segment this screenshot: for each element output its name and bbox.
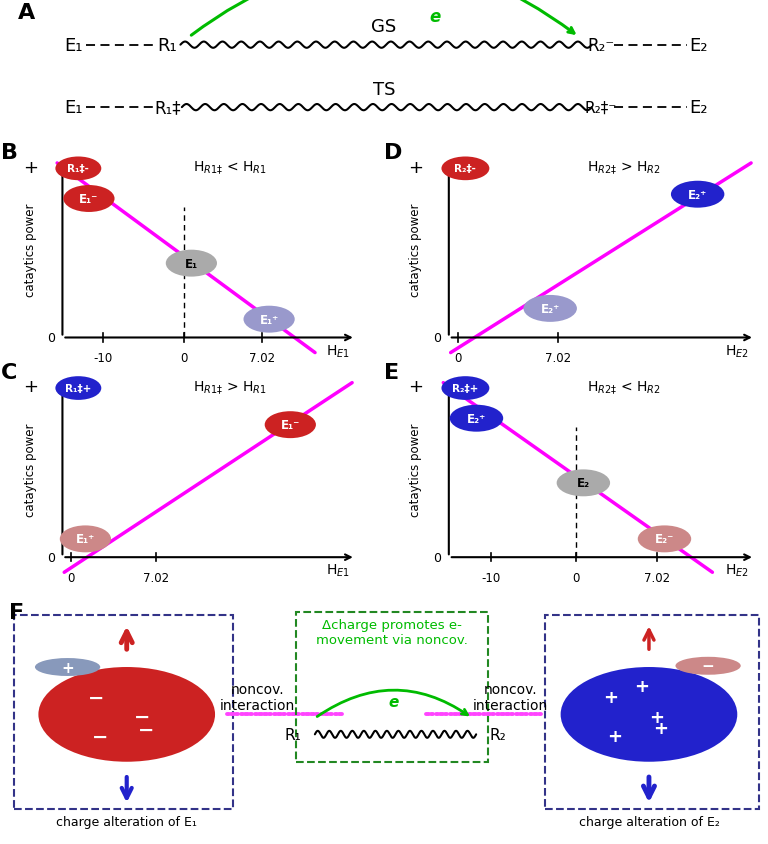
Text: R₁‡: R₁‡ [154, 99, 180, 117]
Text: 0: 0 [572, 571, 580, 585]
Ellipse shape [55, 157, 101, 181]
Text: -10: -10 [482, 571, 501, 585]
Text: H$_{E1}$: H$_{E1}$ [326, 343, 350, 360]
Text: −: − [88, 688, 104, 706]
Text: A: A [18, 3, 35, 23]
Text: E₁⁻: E₁⁻ [280, 419, 300, 431]
Text: E: E [384, 363, 399, 382]
Text: D: D [384, 143, 402, 163]
Text: 7.02: 7.02 [644, 571, 670, 585]
Text: R₂⁻: R₂⁻ [587, 36, 614, 55]
Text: E₂⁺: E₂⁺ [541, 302, 560, 316]
Text: +: + [409, 159, 423, 176]
Text: H$_{R1‡}$ < H$_{R1}$: H$_{R1‡}$ < H$_{R1}$ [194, 160, 267, 176]
Text: E₁: E₁ [65, 99, 83, 117]
Text: 0: 0 [433, 551, 442, 564]
Text: −: − [91, 728, 108, 746]
Text: −: − [137, 720, 154, 739]
Ellipse shape [55, 376, 101, 400]
Text: noncov.
interaction: noncov. interaction [473, 682, 548, 712]
Text: R₂‡-: R₂‡- [455, 164, 476, 174]
Ellipse shape [35, 658, 101, 676]
Text: C: C [1, 363, 17, 382]
Text: E₂⁻: E₂⁻ [655, 533, 674, 546]
Text: +: + [24, 159, 38, 176]
Ellipse shape [265, 412, 316, 439]
Ellipse shape [63, 186, 114, 213]
Text: +: + [409, 378, 423, 396]
Text: E₁⁺: E₁⁺ [76, 533, 95, 546]
Text: E₂: E₂ [577, 477, 590, 490]
Ellipse shape [243, 306, 295, 333]
Text: +: + [649, 708, 664, 726]
Text: 0: 0 [68, 571, 75, 585]
Text: +: + [61, 660, 74, 674]
Text: cataytics power: cataytics power [409, 203, 422, 296]
Text: R₁: R₁ [284, 727, 301, 742]
Text: charge alteration of E₂: charge alteration of E₂ [578, 815, 720, 828]
Text: E₂⁺: E₂⁺ [467, 412, 486, 425]
Text: H$_{R2‡}$ > H$_{R2}$: H$_{R2‡}$ > H$_{R2}$ [587, 160, 660, 176]
Text: noncov.
interaction: noncov. interaction [220, 682, 295, 712]
Ellipse shape [676, 657, 741, 675]
Text: E₁: E₁ [185, 257, 198, 270]
Text: H$_{R1‡}$ > H$_{R1}$: H$_{R1‡}$ > H$_{R1}$ [194, 379, 267, 396]
Text: +: + [24, 378, 38, 396]
Text: Δcharge promotes e-
movement via noncov.: Δcharge promotes e- movement via noncov. [316, 619, 468, 647]
Ellipse shape [671, 181, 724, 208]
Text: +: + [607, 727, 622, 744]
Text: cataytics power: cataytics power [24, 423, 37, 516]
Text: −: − [702, 658, 714, 674]
Text: H$_{E2}$: H$_{E2}$ [725, 562, 750, 579]
Text: 0: 0 [455, 352, 462, 365]
Text: 7.02: 7.02 [143, 571, 169, 585]
Ellipse shape [38, 668, 215, 762]
Text: E₂⁺: E₂⁺ [688, 188, 707, 202]
Text: charge alteration of E₁: charge alteration of E₁ [56, 815, 197, 828]
Text: TS: TS [372, 80, 396, 99]
Text: F: F [9, 603, 25, 623]
Text: 0: 0 [48, 332, 55, 344]
Ellipse shape [561, 668, 737, 762]
Ellipse shape [442, 157, 489, 181]
Text: H$_{E2}$: H$_{E2}$ [725, 343, 750, 360]
Text: E₁: E₁ [65, 36, 83, 55]
Text: H$_{E1}$: H$_{E1}$ [326, 562, 350, 579]
Text: R₂‡+: R₂‡+ [452, 383, 478, 393]
Text: E₂: E₂ [689, 36, 707, 55]
Text: GS: GS [372, 19, 396, 36]
Text: R₁‡-: R₁‡- [68, 164, 89, 174]
Text: +: + [603, 688, 618, 706]
Text: cataytics power: cataytics power [24, 203, 37, 296]
Text: H$_{R2‡}$ < H$_{R2}$: H$_{R2‡}$ < H$_{R2}$ [587, 379, 660, 396]
Ellipse shape [557, 470, 610, 497]
Ellipse shape [524, 295, 577, 322]
Text: 0: 0 [48, 551, 55, 564]
Text: B: B [1, 143, 18, 163]
Text: R₁‡+: R₁‡+ [65, 383, 91, 393]
Ellipse shape [166, 251, 217, 278]
Text: 0: 0 [433, 332, 442, 344]
Text: −: − [134, 707, 151, 727]
Text: E₁⁻: E₁⁻ [79, 192, 98, 206]
Text: 7.02: 7.02 [545, 352, 571, 365]
Ellipse shape [442, 376, 489, 400]
Text: E₁⁺: E₁⁺ [260, 313, 279, 327]
Text: E₂: E₂ [689, 99, 707, 117]
Text: e: e [388, 694, 399, 709]
Text: +: + [653, 719, 668, 737]
Text: 7.02: 7.02 [249, 352, 275, 365]
Ellipse shape [450, 405, 503, 432]
Text: R₂: R₂ [490, 727, 507, 742]
Text: 0: 0 [180, 352, 188, 365]
Text: cataytics power: cataytics power [409, 423, 422, 516]
Text: R₁: R₁ [157, 36, 177, 55]
Ellipse shape [60, 526, 111, 553]
Text: e: e [429, 8, 440, 26]
Ellipse shape [637, 526, 691, 553]
Text: +: + [634, 677, 649, 695]
Text: -10: -10 [94, 352, 113, 365]
Text: R₂‡⁻: R₂‡⁻ [584, 100, 617, 116]
